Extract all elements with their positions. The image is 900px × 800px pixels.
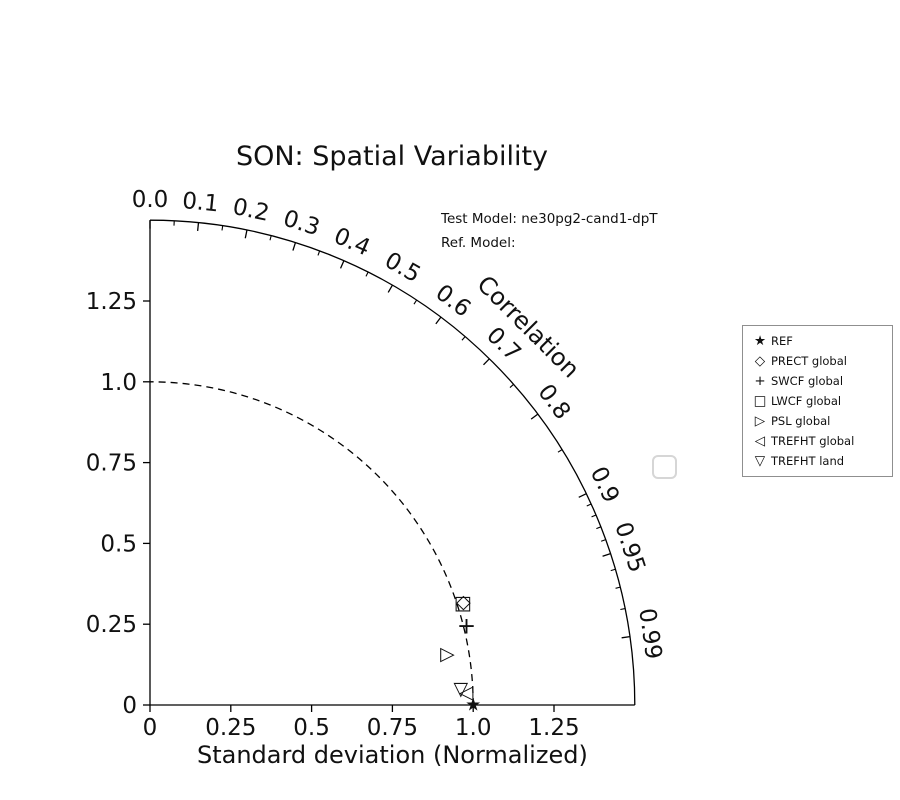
x-tick-label: 0.25: [205, 715, 256, 741]
x-tick-label: 0: [143, 715, 158, 741]
correlation-tick-label: 0.3: [280, 206, 323, 242]
correlation-tick: [387, 284, 393, 293]
ref-model-label: Ref. Model:: [441, 235, 516, 251]
y-tick-label: 0.25: [86, 612, 137, 638]
y-tick-label: 1.25: [86, 289, 137, 315]
correlation-minor-tick: [557, 449, 563, 453]
x-axis-label: Standard deviation (Normalized): [197, 741, 588, 769]
data-point-square: □: [454, 592, 472, 614]
legend-item: □ LWCF global: [749, 391, 886, 411]
correlation-minor-tick: [317, 250, 321, 256]
correlation-tick-label: 0.8: [532, 380, 575, 425]
chart-title: SON: Spatial Variability: [235, 141, 549, 172]
correlation-tick: [244, 229, 248, 239]
correlation-tick-label: 0.99: [633, 607, 666, 661]
correlation-minor-tick: [620, 607, 626, 611]
legend-item: ▽ TREFHT land: [749, 451, 886, 471]
x-tick-label: 0.75: [367, 715, 418, 741]
y-tick-label: 0.5: [100, 531, 137, 557]
legend-item: ◇ PRECT global: [749, 351, 886, 371]
correlation-minor-tick: [610, 568, 616, 572]
triangle-right-icon: ▷: [754, 413, 766, 429]
correlation-tick: [578, 493, 587, 498]
data-point-triangle-right: ▷: [440, 643, 455, 665]
y-tick-label: 0: [122, 693, 137, 719]
diamond-icon: ◇: [754, 353, 766, 369]
y-tick-label: 0.75: [86, 451, 137, 477]
correlation-tick: [483, 358, 490, 366]
data-point-star: ★: [465, 695, 481, 716]
correlation-minor-tick: [269, 235, 272, 241]
correlation-tick: [292, 242, 297, 251]
legend-item-label: REF: [771, 334, 793, 348]
correlation-axis-label: Correlation: [472, 270, 585, 383]
outer-arc: [149, 219, 636, 706]
correlation-minor-tick: [615, 586, 621, 589]
legend-item-label: PSL global: [771, 414, 831, 428]
legend-item: ★ REF: [749, 331, 886, 351]
correlation-tick-label: 0.1: [181, 188, 220, 218]
correlation-tick-label: 0.4: [330, 223, 374, 261]
correlation-tick: [196, 222, 200, 232]
triangle-down-icon: ▽: [754, 453, 766, 469]
legend-item: ◁ TREFHT global: [749, 431, 886, 451]
correlation-minor-tick: [596, 526, 602, 530]
x-tick-label: 1.25: [528, 715, 579, 741]
data-point-plus: +: [457, 613, 476, 639]
star-icon: ★: [753, 333, 767, 349]
correlation-tick-label: 0.0: [132, 187, 169, 213]
y-tick-label: 1.0: [100, 370, 137, 396]
data-point-triangle-left: ◁: [459, 681, 474, 703]
correlation-tick: [530, 413, 539, 420]
correlation-tick: [435, 316, 442, 325]
legend-item: ▷ PSL global: [749, 411, 886, 431]
reference-arc: [149, 381, 474, 706]
triangle-left-icon: ◁: [754, 433, 766, 449]
legend-item-label: TREFHT global: [771, 434, 855, 448]
correlation-minor-tick: [461, 336, 466, 341]
empty-rounded-box: [652, 455, 677, 479]
plus-icon: +: [754, 373, 766, 389]
model-annotations: Test Model: ne30pg2-cand1-dpT Ref. Model…: [441, 207, 658, 255]
correlation-minor-tick: [509, 383, 514, 388]
legend: ★ REF ◇ PRECT global + SWCF global □ LWCF globa…: [742, 325, 893, 477]
legend-item-label: PRECT global: [771, 354, 847, 368]
correlation-minor-tick: [600, 539, 606, 542]
correlation-minor-tick: [591, 514, 597, 518]
data-point-triangle-down: ▽: [454, 678, 469, 700]
correlation-tick-label: 0.6: [430, 280, 475, 323]
correlation-tick: [602, 553, 611, 557]
test-model-label: Test Model: ne30pg2-cand1-dpT: [441, 211, 658, 227]
correlation-tick-label: 0.2: [230, 194, 271, 227]
legend-item-label: SWCF global: [771, 374, 844, 388]
correlation-tick: [621, 635, 631, 639]
legend-item-label: LWCF global: [771, 394, 842, 408]
x-tick-label: 0.5: [293, 715, 330, 741]
correlation-minor-tick: [413, 299, 418, 305]
legend-item: + SWCF global: [749, 371, 886, 391]
correlation-minor-tick: [365, 271, 369, 277]
data-point-diamond: ◇: [456, 591, 471, 613]
legend-item-label: TREFHT land: [771, 454, 845, 468]
x-tick-label: 1.0: [455, 715, 492, 741]
correlation-minor-tick: [586, 503, 592, 507]
correlation-minor-tick: [221, 225, 224, 231]
correlation-tick-label: 0.9: [585, 463, 624, 507]
square-icon: □: [753, 393, 767, 409]
correlation-tick: [339, 260, 345, 269]
